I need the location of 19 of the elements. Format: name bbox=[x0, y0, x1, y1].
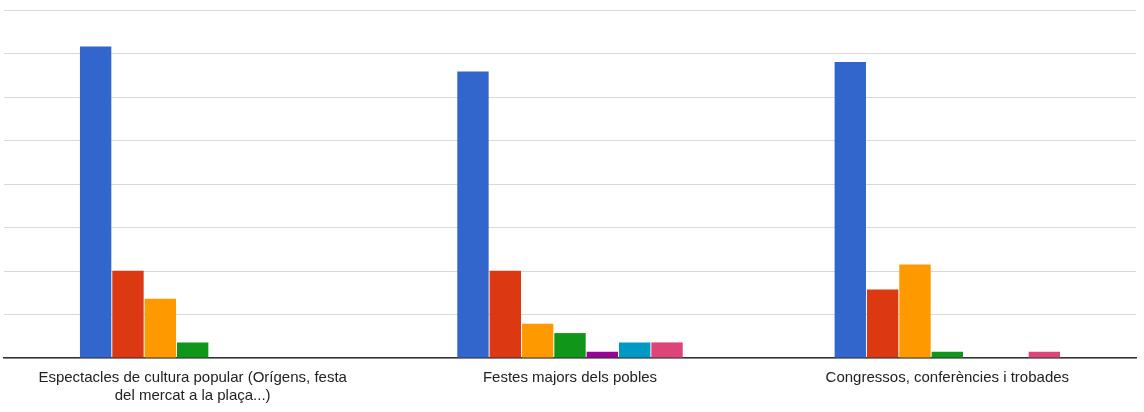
bar bbox=[586, 351, 619, 358]
bar bbox=[899, 264, 931, 358]
bar bbox=[619, 342, 651, 358]
bar bbox=[112, 270, 144, 358]
bar bbox=[176, 342, 209, 358]
bar bbox=[521, 323, 554, 358]
bar bbox=[931, 351, 964, 358]
x-tick-label: Festes majors dels pobles bbox=[482, 368, 658, 386]
bar bbox=[651, 342, 683, 358]
bar bbox=[144, 298, 177, 358]
bar bbox=[554, 333, 586, 358]
bar bbox=[79, 46, 112, 358]
bar bbox=[1028, 351, 1061, 358]
x-tick-label: Espectacles de cultura popular (Orígens, festa del mercat a la plaça...) bbox=[38, 368, 348, 404]
bar bbox=[866, 289, 899, 358]
x-tick-label: Congressos, conferències i trobades bbox=[825, 368, 1070, 386]
bar bbox=[489, 270, 521, 358]
bar bbox=[457, 71, 489, 358]
bar bbox=[834, 62, 866, 358]
